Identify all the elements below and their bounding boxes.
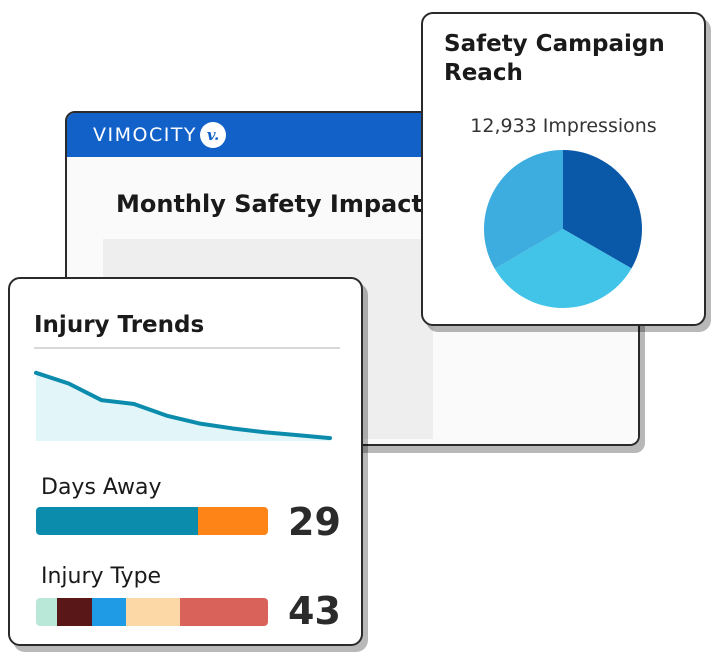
injury-type-segment [179,598,268,626]
dashboard-title: Monthly Safety Impact [116,190,423,218]
brand-logo-icon: v. [200,122,227,148]
injury-type-segment [56,598,92,626]
pie-slice [563,150,642,269]
days-away-segment [36,507,199,535]
days-away-bar [36,507,268,535]
trend-line [34,370,332,441]
injury-trend-chart [34,370,332,441]
injury-type-segment [36,598,57,626]
campaign-impressions: 12,933 Impressions [470,115,657,137]
injury-divider [34,347,340,349]
injury-type-segment [91,598,127,626]
brand-name: VIMOCITY [93,123,198,146]
pie-slice [494,229,632,308]
campaign-pie-chart [484,150,642,308]
injury-type-bar [36,598,268,626]
trend-area [36,372,330,441]
days-away-value: 29 [288,500,341,544]
days-away-label: Days Away [41,475,162,500]
injury-title: Injury Trends [34,312,205,338]
injury-type-value: 43 [288,589,341,633]
days-away-segment [198,507,268,535]
campaign-card[interactable]: Safety Campaign Reach 12,933 Impressions [421,12,706,326]
injury-type-label: Injury Type [41,564,162,589]
injury-type-segment [126,598,180,626]
injury-card[interactable]: Injury Trends Days Away 29 Injury Type 4… [8,277,363,646]
pie-slice [484,150,563,269]
brand-logo-mark: v. [206,125,220,144]
campaign-title: Safety Campaign Reach [444,31,665,86]
